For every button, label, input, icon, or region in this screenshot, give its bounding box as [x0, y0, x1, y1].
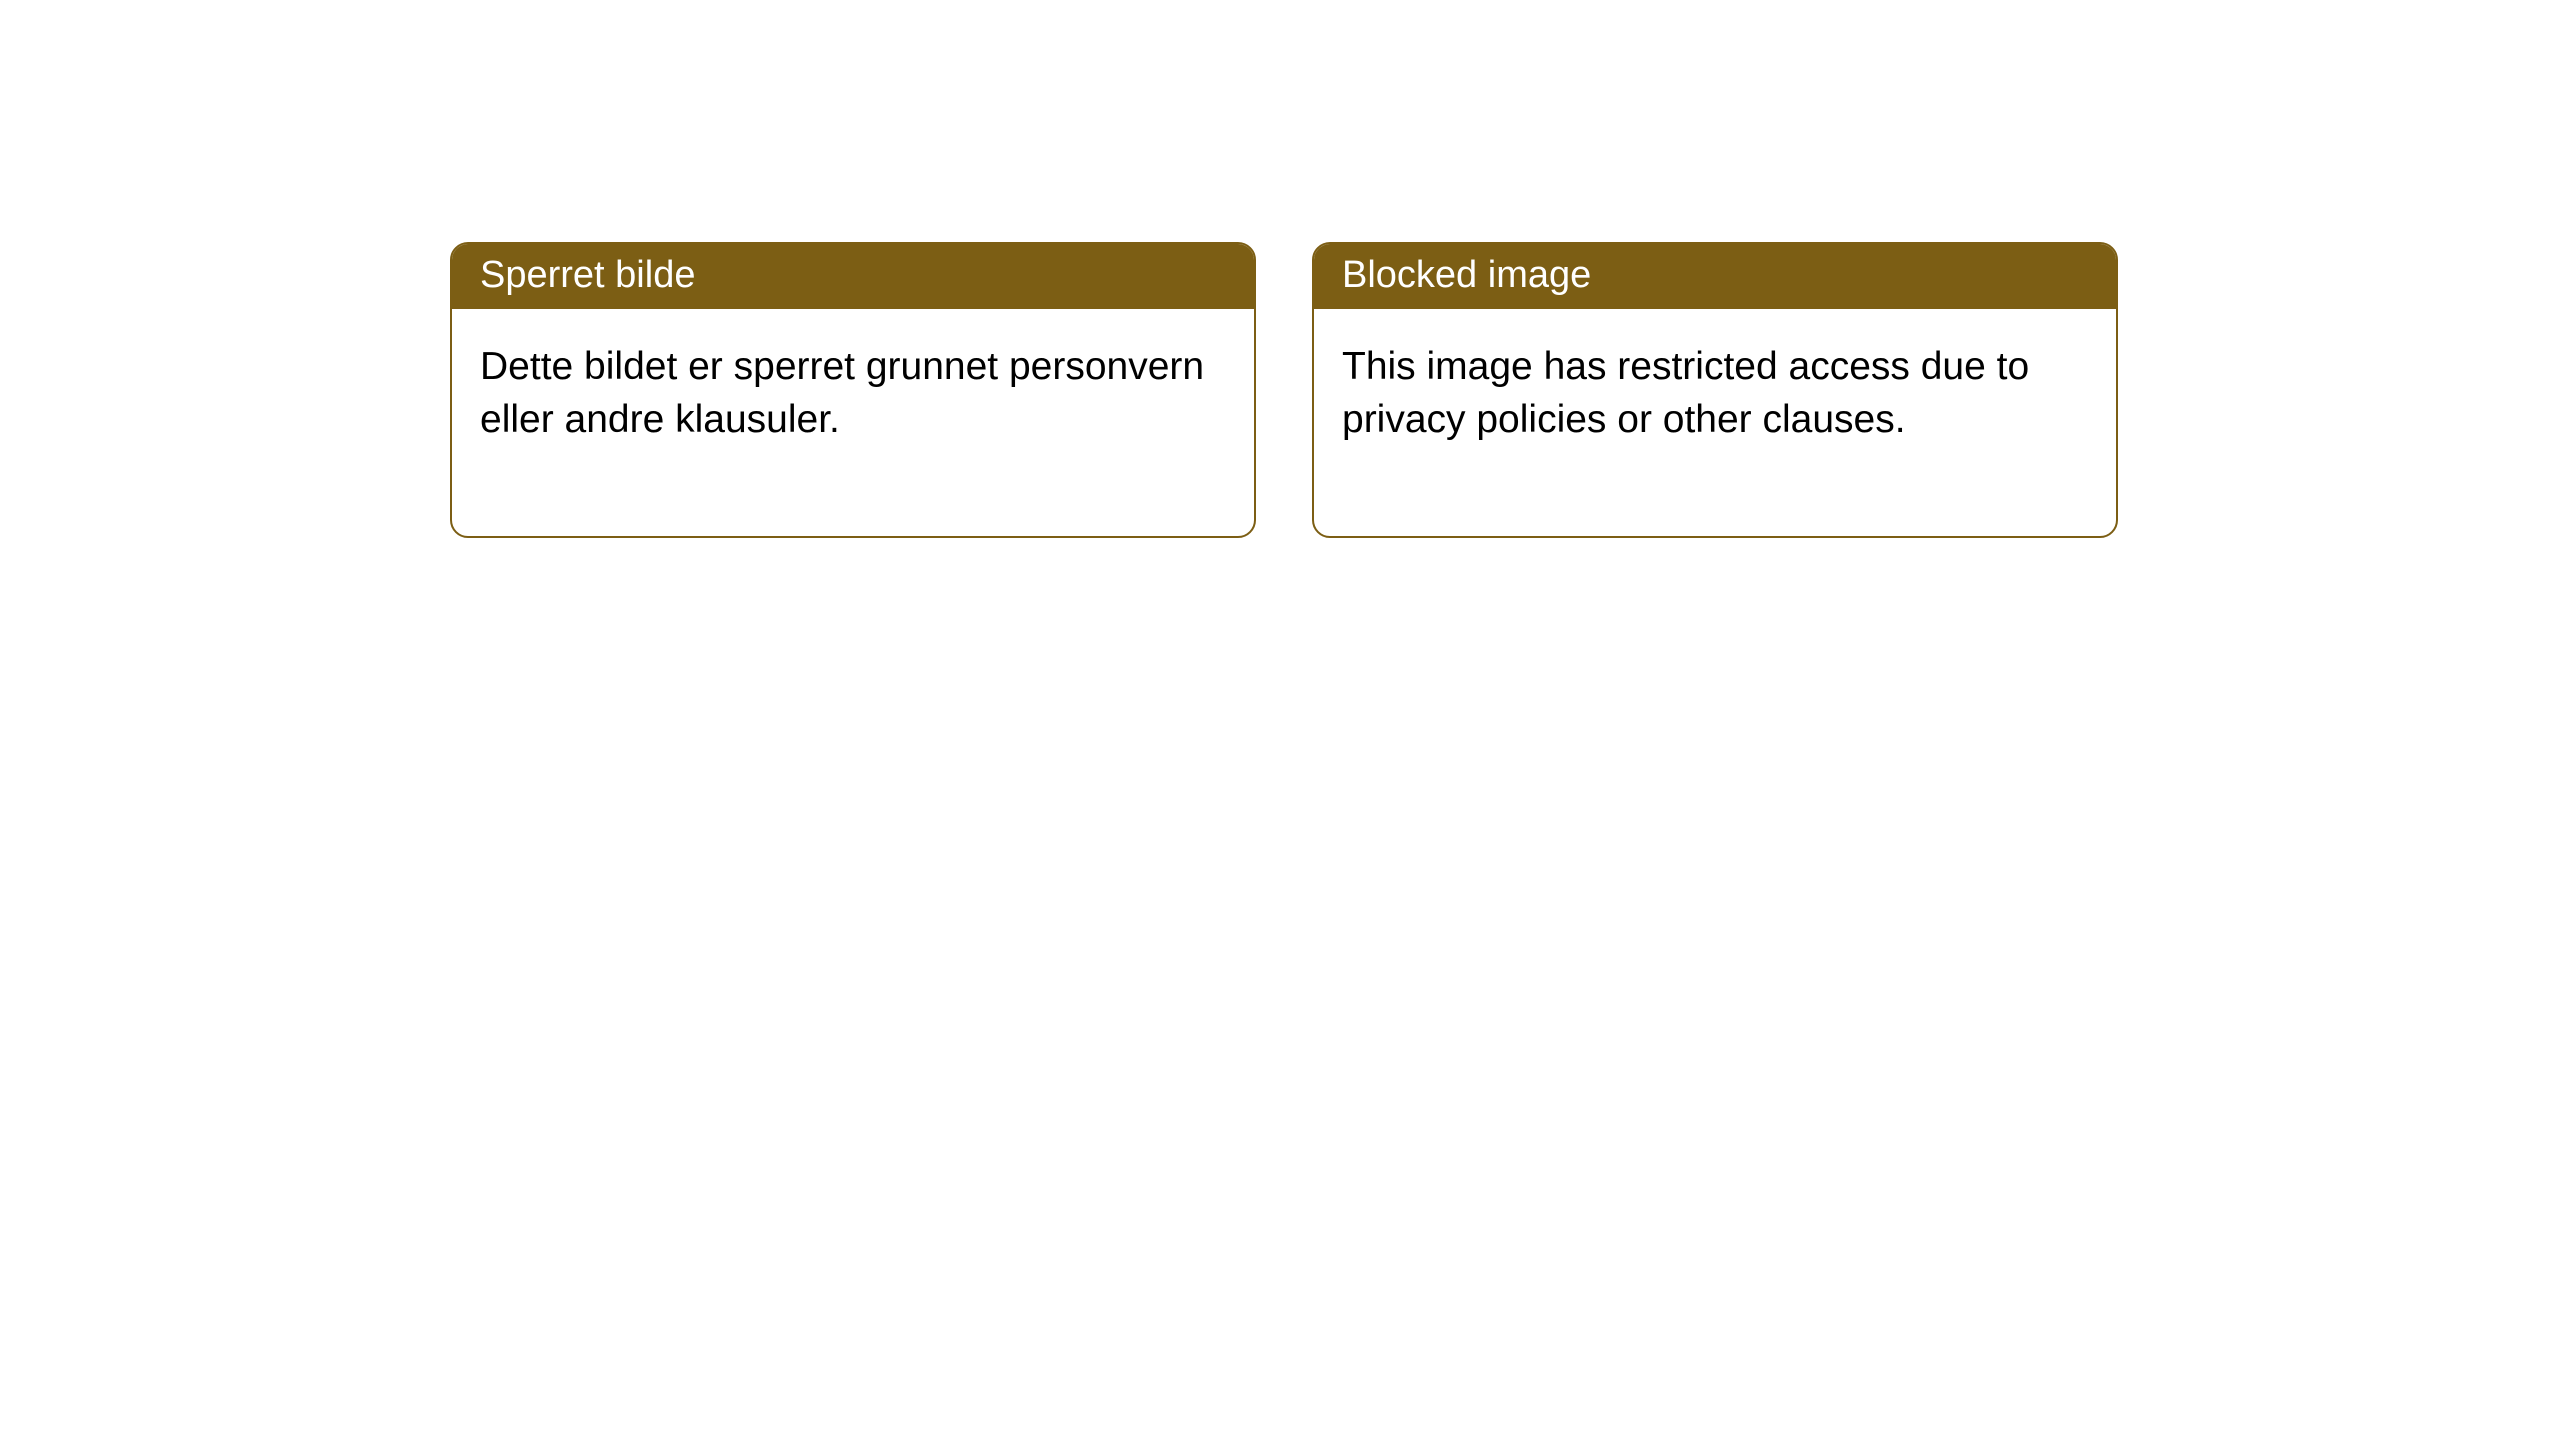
notice-body-english: This image has restricted access due to …	[1314, 309, 2116, 536]
notice-card-english: Blocked image This image has restricted …	[1312, 242, 2118, 538]
notice-text: This image has restricted access due to …	[1342, 345, 2029, 441]
notice-header-norwegian: Sperret bilde	[452, 244, 1254, 309]
notice-container: Sperret bilde Dette bildet er sperret gr…	[0, 0, 2560, 538]
notice-card-norwegian: Sperret bilde Dette bildet er sperret gr…	[450, 242, 1256, 538]
notice-body-norwegian: Dette bildet er sperret grunnet personve…	[452, 309, 1254, 536]
notice-title: Blocked image	[1342, 254, 1591, 296]
notice-header-english: Blocked image	[1314, 244, 2116, 309]
notice-text: Dette bildet er sperret grunnet personve…	[480, 345, 1204, 441]
notice-title: Sperret bilde	[480, 254, 695, 296]
